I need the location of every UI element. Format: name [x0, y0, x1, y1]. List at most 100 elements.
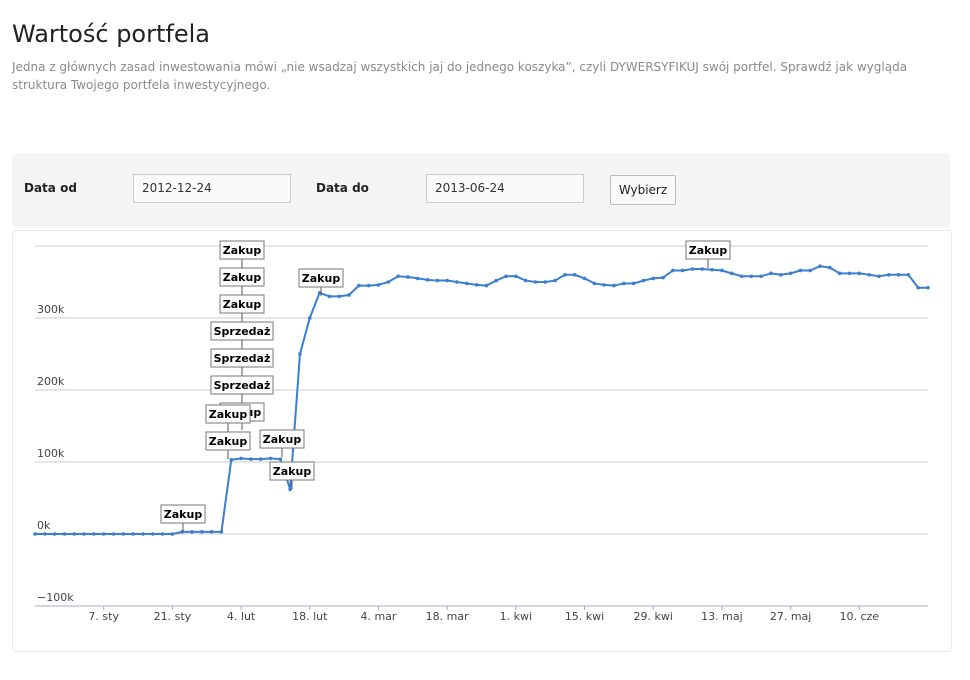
point [150, 532, 155, 536]
point [837, 271, 842, 276]
point [160, 532, 165, 536]
point [523, 278, 528, 283]
point [759, 274, 763, 279]
point [474, 283, 479, 287]
point [396, 274, 400, 279]
annotation-flag: Zakup [269, 461, 315, 489]
flag-box [219, 240, 265, 260]
flag-box [298, 268, 344, 288]
point [563, 273, 567, 277]
x-tick-label: 18. mar [426, 610, 469, 623]
flag-box [210, 321, 274, 341]
point [857, 271, 862, 276]
flag-box [259, 429, 305, 449]
point [494, 278, 499, 283]
point [425, 278, 430, 282]
point [484, 283, 489, 288]
annotation-flag: Sprzedaż [210, 348, 274, 376]
point [798, 268, 803, 273]
point [317, 291, 322, 295]
point [72, 532, 77, 536]
filter-panel: Data od 2012-12-24 Data do 2013-06-24 Wy… [12, 153, 950, 228]
point [386, 280, 391, 284]
x-tick-label: 1. kwi [500, 610, 532, 623]
to-input[interactable]: 2013-06-24 [426, 174, 584, 203]
point [376, 283, 381, 287]
annotation-flag: Zakup [298, 268, 344, 296]
flag-label: Zakup [273, 465, 312, 478]
flag-label: Zakup [223, 298, 262, 311]
point [239, 456, 243, 461]
point [886, 273, 891, 277]
to-label: Data do [316, 181, 369, 195]
point [209, 530, 214, 534]
point [592, 281, 597, 286]
annotation-flag: Sprzedaż [210, 321, 274, 349]
x-tick-label: 18. lut [292, 610, 328, 623]
submit-button[interactable]: Wybierz [610, 175, 676, 205]
point [543, 280, 548, 284]
point [896, 273, 901, 277]
point [808, 268, 813, 273]
from-label: Data od [24, 181, 77, 195]
x-tick-label: 27. maj [770, 610, 812, 623]
point [602, 283, 606, 287]
point [92, 532, 96, 536]
point [612, 283, 616, 288]
annotation-flag: Zakup [205, 431, 251, 459]
y-tick-label: 0k [37, 519, 51, 532]
flag-label: Sprzedaż [214, 379, 271, 392]
point [533, 280, 538, 284]
point [582, 276, 587, 281]
point [700, 267, 705, 271]
point [337, 294, 342, 299]
point [671, 268, 675, 273]
x-tick-label: 15. kwi [565, 610, 604, 623]
point [357, 283, 361, 288]
annotation-flag: Zakup [219, 240, 265, 268]
point [200, 530, 204, 534]
x-tick-label: 4. lut [227, 610, 256, 623]
page-title: Wartość portfela [12, 20, 210, 48]
point [621, 281, 626, 286]
flag-label: Zakup [223, 271, 262, 284]
point [131, 532, 135, 536]
annotation-flag: Zakup [259, 429, 305, 457]
flag-label: Sprzedaż [214, 325, 271, 338]
flag-label: Zakup [689, 244, 728, 257]
point [288, 487, 292, 492]
point [249, 457, 253, 461]
flag-box [685, 240, 731, 260]
flag-box [160, 504, 206, 524]
point [121, 532, 126, 536]
annotation-flag: Zakup [219, 294, 265, 322]
flag-box [205, 404, 251, 424]
point [553, 278, 557, 283]
flag-box [210, 348, 274, 368]
y-tick-label: 200k [37, 375, 65, 388]
point [464, 281, 469, 286]
x-tick-label: 10. cze [840, 610, 880, 623]
point [435, 278, 440, 283]
point [415, 276, 420, 281]
point [141, 532, 145, 536]
page-description: Jedna z głównych zasad inwestowania mówi… [12, 60, 908, 92]
point [710, 267, 714, 272]
flag-label: Zakup [209, 435, 248, 448]
point [43, 532, 47, 536]
point [258, 457, 263, 461]
point [680, 268, 685, 273]
annotation-flag: Zakup [685, 240, 731, 268]
from-input[interactable]: 2012-12-24 [133, 174, 291, 203]
x-tick-label: 21. sty [154, 610, 192, 623]
point [219, 530, 224, 534]
flag-box [219, 267, 265, 287]
point [651, 276, 656, 281]
point [445, 278, 449, 283]
annotation-flag: Zakup [219, 267, 265, 295]
point [455, 280, 459, 284]
point [749, 274, 754, 279]
point [926, 285, 930, 290]
